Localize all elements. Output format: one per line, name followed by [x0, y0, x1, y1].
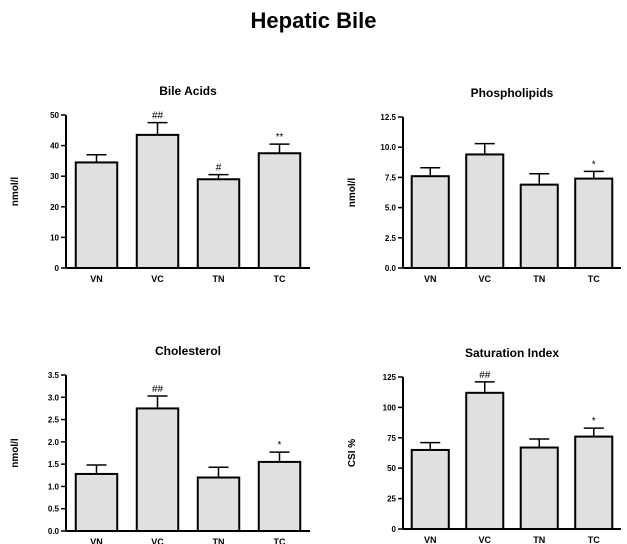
- y-tick-label: 20: [50, 203, 59, 212]
- figure-title: Hepatic Bile: [250, 8, 377, 33]
- bar-vc: [465, 391, 505, 531]
- x-tick-label: VN: [90, 274, 103, 284]
- y-tick-label: 2.5: [385, 234, 397, 243]
- x-tick-label: VC: [151, 537, 164, 544]
- x-tick-label: VC: [151, 274, 164, 284]
- y-tick-label: 0.0: [385, 264, 397, 273]
- chart-panel-3: Cholesterol nmol/l 0.0 0.5 1.0 1.5 2.0 2.5 3.0 3.…: [10, 344, 310, 544]
- bar-tn: [519, 183, 559, 269]
- x-tick-label: VN: [424, 274, 437, 284]
- y-tick-label: 10.0: [380, 143, 396, 152]
- y-tick-label: 75: [387, 434, 396, 443]
- significance-marker: *: [592, 159, 596, 170]
- y-tick-label: 3.5: [48, 371, 60, 380]
- x-tick-label: TN: [533, 274, 545, 284]
- significance-marker: *: [278, 440, 282, 451]
- y-tick-label: 7.5: [385, 173, 397, 182]
- x-tick-label: VN: [424, 535, 437, 544]
- bar-tn: [519, 446, 559, 531]
- x-tick-label: VN: [90, 537, 103, 544]
- bar-tc: [574, 435, 614, 531]
- y-tick-label: 3.0: [48, 393, 60, 402]
- y-tick-label: 0.0: [48, 527, 60, 536]
- y-tick-label: 5.0: [385, 204, 397, 213]
- chart-title: Bile Acids: [159, 84, 217, 98]
- x-tick-label: TC: [274, 537, 286, 544]
- y-tick-label: 50: [50, 111, 59, 120]
- significance-marker: #: [216, 163, 222, 174]
- x-tick-label: TC: [274, 274, 286, 284]
- y-tick-label: 40: [50, 142, 59, 151]
- y-tick-label: 30: [50, 172, 59, 181]
- y-tick-label: 1.5: [48, 460, 60, 469]
- x-tick-label: VC: [478, 535, 491, 544]
- significance-marker: ##: [479, 370, 491, 381]
- chart-title: Saturation Index: [465, 346, 559, 360]
- x-tick-label: VC: [478, 274, 491, 284]
- y-axis-label: nmol/l: [347, 178, 358, 208]
- y-axis-label: nmol/l: [10, 438, 21, 468]
- y-tick-label: 0: [55, 264, 60, 273]
- y-tick-label: 2.5: [48, 416, 60, 425]
- chart-title: Cholesterol: [155, 344, 221, 358]
- significance-marker: ##: [152, 111, 164, 122]
- x-tick-label: TN: [213, 274, 225, 284]
- y-tick-label: 0.5: [48, 505, 60, 514]
- y-axis-label: nmol/l: [10, 177, 21, 207]
- bar-vn: [74, 161, 119, 269]
- bar-tc: [257, 152, 302, 269]
- significance-marker: ##: [152, 384, 164, 395]
- x-tick-label: TC: [588, 274, 600, 284]
- y-tick-label: 1.0: [48, 482, 60, 491]
- bar-tn: [196, 476, 241, 532]
- x-tick-label: TN: [533, 535, 545, 544]
- significance-marker: *: [592, 416, 596, 427]
- y-tick-label: 50: [387, 464, 396, 473]
- chart-panel-4: Saturation Index CSI % 0 25 50 75 100 125 VN ## VC…: [347, 346, 621, 544]
- bar-vc: [465, 153, 505, 269]
- chart-panel-1: Bile Acids nmol/l 0 10 20 30 40 50 VN ## VC # TN ** TC: [10, 84, 310, 284]
- y-tick-label: 2.0: [48, 438, 60, 447]
- y-tick-label: 10: [50, 233, 59, 242]
- bar-vc: [135, 407, 180, 532]
- y-axis-label: CSI %: [347, 439, 358, 467]
- bar-tc: [574, 177, 614, 269]
- chart-title: Phospholipids: [471, 86, 554, 100]
- y-tick-label: 12.5: [380, 113, 396, 122]
- bar-tn: [196, 178, 241, 269]
- y-tick-label: 25: [387, 495, 396, 504]
- chart-panel-2: Phospholipids nmol/l 0.0 2.5 5.0 7.5 10.0 12.5 V…: [347, 86, 621, 284]
- y-tick-label: 100: [383, 403, 397, 412]
- y-tick-label: 125: [383, 373, 397, 382]
- x-tick-label: TC: [588, 535, 600, 544]
- significance-marker: **: [276, 132, 284, 143]
- x-tick-label: TN: [213, 537, 225, 544]
- bar-vn: [410, 448, 450, 530]
- bar-vn: [74, 472, 119, 533]
- y-tick-label: 0: [392, 525, 397, 534]
- bar-vn: [410, 175, 450, 269]
- bar-tc: [257, 460, 302, 532]
- bar-vc: [135, 133, 180, 269]
